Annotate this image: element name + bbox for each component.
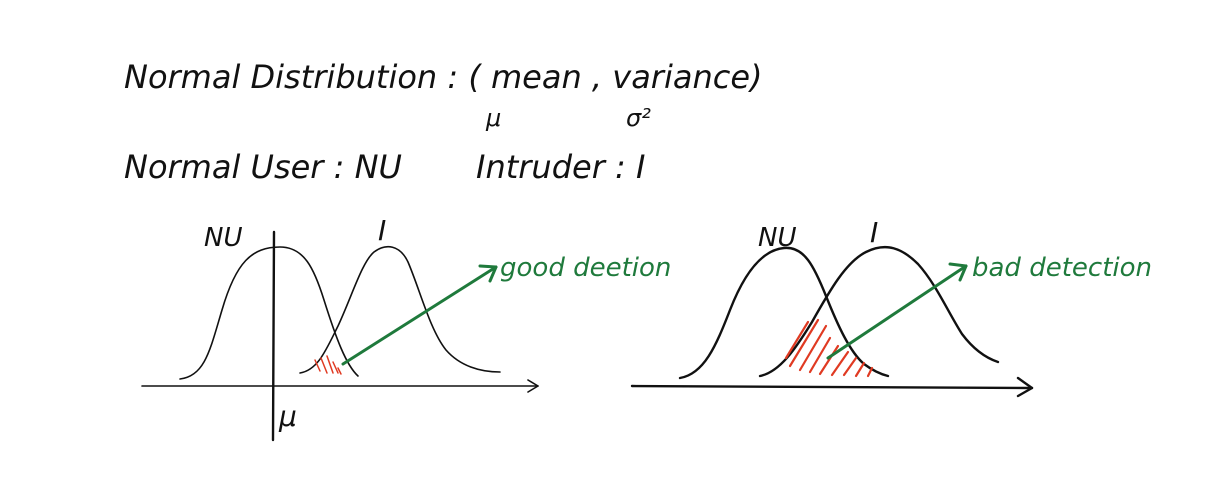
right-overlap-hatching — [784, 318, 874, 378]
left-plot: μ NU I good deetion — [141, 214, 671, 442]
right-i-label: I — [870, 216, 878, 249]
right-i-curve — [758, 245, 1000, 378]
left-i-curve — [299, 245, 501, 374]
right-x-axis-arrowhead — [1016, 376, 1034, 398]
right-nu-label: NU — [758, 223, 796, 253]
sigma-squared-symbol: σ² — [626, 104, 651, 132]
left-annotation-label: good deetion — [500, 253, 671, 283]
right-plot: NU I bad detection — [630, 216, 1152, 398]
left-annotation-arrow — [341, 265, 498, 366]
normal-user-definition: Normal User : NU — [124, 148, 402, 186]
left-overlap-hatching — [314, 355, 342, 375]
distribution-definition: Normal Distribution : ( mean , variance) — [124, 58, 763, 96]
left-x-axis-arrowhead — [527, 379, 539, 393]
left-i-label: I — [378, 214, 386, 247]
mu-symbol: μ — [485, 104, 501, 132]
left-mean-line — [271, 230, 276, 442]
right-annotation-label: bad detection — [972, 253, 1152, 283]
left-annotation-arrowhead — [478, 264, 498, 283]
left-mu-label: μ — [278, 400, 297, 433]
right-x-axis — [630, 384, 1034, 390]
intruder-definition: Intruder : I — [476, 148, 645, 186]
left-nu-curve — [179, 246, 359, 380]
right-annotation-arrow — [826, 264, 968, 360]
left-nu-label: NU — [204, 223, 242, 253]
right-annotation-arrowhead — [948, 262, 968, 282]
